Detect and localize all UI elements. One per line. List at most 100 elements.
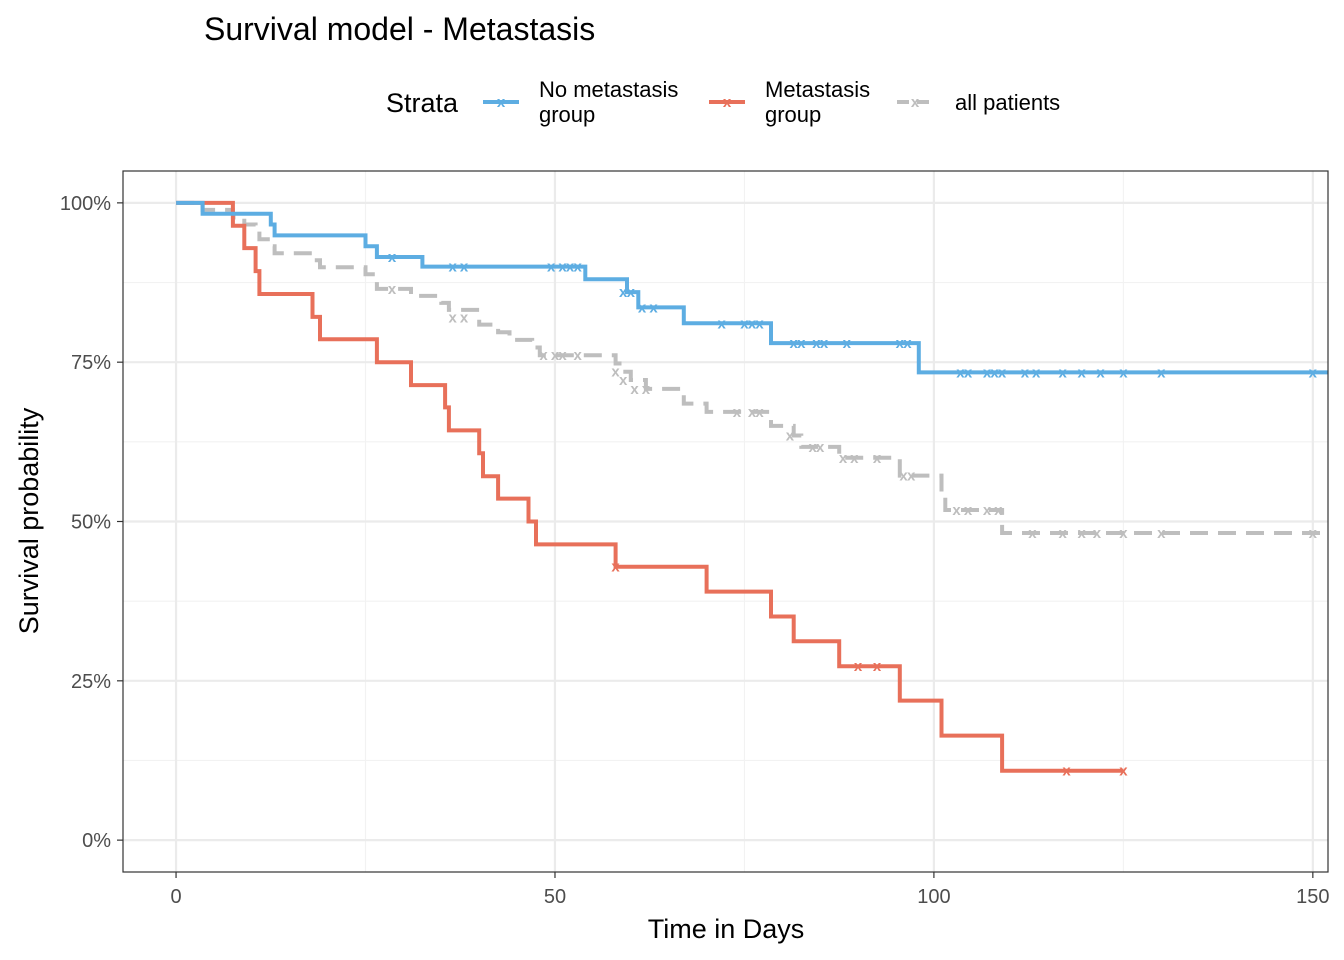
y-tick-label: 75%: [71, 352, 111, 374]
axes: 0 50 100 150 0% 25% 50% 75% 100%: [60, 193, 1330, 908]
censor-mark-no-metastasis: x: [1021, 364, 1030, 381]
grid: [123, 171, 1328, 872]
y-tick-label: 0%: [82, 830, 111, 852]
censor-mark-all-patients: x: [1309, 525, 1318, 542]
legend-entry-all-patients: x all patients: [897, 90, 1060, 115]
censor-mark-no-metastasis: x: [790, 335, 799, 352]
series-line-metastasis: [176, 200, 1124, 773]
censor-mark-all-patients: x: [388, 281, 397, 298]
x-tick-label: 100: [917, 886, 950, 908]
series-line-no-metastasis: [176, 200, 1328, 375]
censor-mark-no-metastasis: x: [718, 315, 727, 332]
censor-mark-all-patients: x: [539, 347, 548, 364]
legend-entry-no-metastasis: x No metastasis group: [483, 77, 678, 127]
censor-mark-no-metastasis: x: [558, 259, 567, 276]
censor-mark-all-patients: x: [733, 404, 742, 421]
censor-mark-no-metastasis: x: [388, 249, 397, 266]
censor-mark-all-patients: x: [755, 404, 764, 421]
legend-label-all-patients: all patients: [955, 90, 1060, 115]
censor-mark-all-patients: x: [816, 439, 825, 456]
censor-mark-all-patients: x: [460, 310, 469, 327]
censor-mark-no-metastasis: x: [566, 259, 575, 276]
legend: Strata x No metastasis group x Metastasi…: [386, 77, 1060, 127]
legend-marker-metastasis: x: [723, 94, 732, 111]
censor-mark-no-metastasis: x: [843, 335, 852, 352]
censor-mark-all-patients: x: [873, 450, 882, 467]
censor-mark-no-metastasis: x: [1059, 364, 1068, 381]
censor-mark-no-metastasis: x: [998, 364, 1007, 381]
censor-mark-metastasis: x: [854, 658, 863, 675]
censor-mark-no-metastasis: x: [1119, 364, 1128, 381]
y-axis-title: Survival probability: [14, 407, 44, 634]
legend-marker-all-patients: x: [911, 94, 920, 111]
x-axis-title: Time in Days: [648, 914, 805, 944]
censor-mark-no-metastasis: x: [740, 315, 749, 332]
legend-label-metastasis-line1: Metastasis: [765, 77, 870, 102]
censor-mark-no-metastasis: x: [460, 259, 469, 276]
censor-mark-all-patients: x: [1157, 525, 1166, 542]
legend-marker-no-metastasis: x: [497, 94, 506, 111]
censor-mark-all-patients: x: [748, 404, 757, 421]
censor-mark-all-patients: x: [574, 347, 583, 364]
censor-mark-all-patients: x: [907, 468, 916, 485]
censor-mark-all-patients: x: [551, 347, 560, 364]
censor-mark-all-patients: x: [642, 381, 651, 398]
censor-mark-all-patients: x: [1093, 525, 1102, 542]
censor-mark-all-patients: x: [983, 502, 992, 519]
censor-mark-no-metastasis: x: [1032, 364, 1041, 381]
censor-mark-no-metastasis: x: [1309, 364, 1318, 381]
censor-mark-no-metastasis: x: [649, 299, 658, 316]
legend-entry-metastasis: x Metastasis group: [709, 77, 870, 127]
censor-mark-all-patients: x: [1078, 525, 1087, 542]
censor-mark-no-metastasis: x: [983, 364, 992, 381]
censor-mark-all-patients: x: [1059, 525, 1068, 542]
censor-mark-no-metastasis: x: [990, 364, 999, 381]
chart-title: Survival model - Metastasis: [204, 11, 595, 47]
censor-mark-all-patients: x: [619, 372, 628, 389]
legend-label-metastasis-line2: group: [765, 102, 821, 127]
censor-mark-no-metastasis: x: [627, 284, 636, 301]
censor-mark-all-patients: x: [558, 347, 567, 364]
censor-mark-metastasis: x: [611, 559, 620, 576]
censor-mark-no-metastasis: x: [574, 259, 583, 276]
censor-mark-all-patients: x: [839, 450, 848, 467]
censor-mark-no-metastasis: x: [449, 259, 458, 276]
legend-title: Strata: [386, 88, 459, 118]
censor-mark-no-metastasis: x: [619, 284, 628, 301]
censor-mark-all-patients: x: [952, 502, 961, 519]
y-tick-label: 100%: [60, 193, 111, 215]
censor-mark-no-metastasis: x: [820, 335, 829, 352]
y-tick-label: 50%: [71, 512, 111, 534]
censor-mark-all-patients: x: [899, 468, 908, 485]
legend-label-no-metastasis-line2: group: [539, 102, 595, 127]
censor-mark-no-metastasis: x: [755, 315, 764, 332]
censor-mark-no-metastasis: x: [956, 364, 965, 381]
censor-mark-metastasis: x: [873, 658, 882, 675]
censor-mark-all-patients: x: [786, 428, 795, 445]
censor-mark-no-metastasis: x: [638, 299, 647, 316]
censor-mark-no-metastasis: x: [1157, 364, 1166, 381]
censor-mark-no-metastasis: x: [547, 259, 556, 276]
censor-mark-all-patients: x: [449, 310, 458, 327]
censor-mark-no-metastasis: x: [748, 315, 757, 332]
censor-mark-all-patients: x: [994, 502, 1003, 519]
censor-mark-no-metastasis: x: [1078, 364, 1087, 381]
censor-mark-all-patients: x: [611, 364, 620, 381]
x-tick-label: 150: [1296, 886, 1329, 908]
censor-mark-all-patients: x: [809, 439, 818, 456]
censor-mark-no-metastasis: x: [896, 335, 905, 352]
censor-mark-no-metastasis: x: [1096, 364, 1105, 381]
censor-mark-no-metastasis: x: [964, 364, 973, 381]
plot-area: xx xx x x xx xx xx x xxx xx x xx xx x x xx x x x x x xxx xx xxx…: [176, 200, 1328, 780]
censor-mark-all-patients: x: [1119, 525, 1128, 542]
y-tick-label: 25%: [71, 671, 111, 693]
censor-mark-no-metastasis: x: [903, 335, 912, 352]
x-tick-label: 0: [170, 886, 181, 908]
censor-mark-all-patients: x: [850, 450, 859, 467]
censor-mark-all-patients: x: [964, 502, 973, 519]
x-tick-label: 50: [544, 886, 566, 908]
censor-mark-all-patients: x: [630, 381, 639, 398]
legend-label-no-metastasis-line1: No metastasis: [539, 77, 678, 102]
censor-mark-metastasis: x: [1062, 763, 1071, 780]
